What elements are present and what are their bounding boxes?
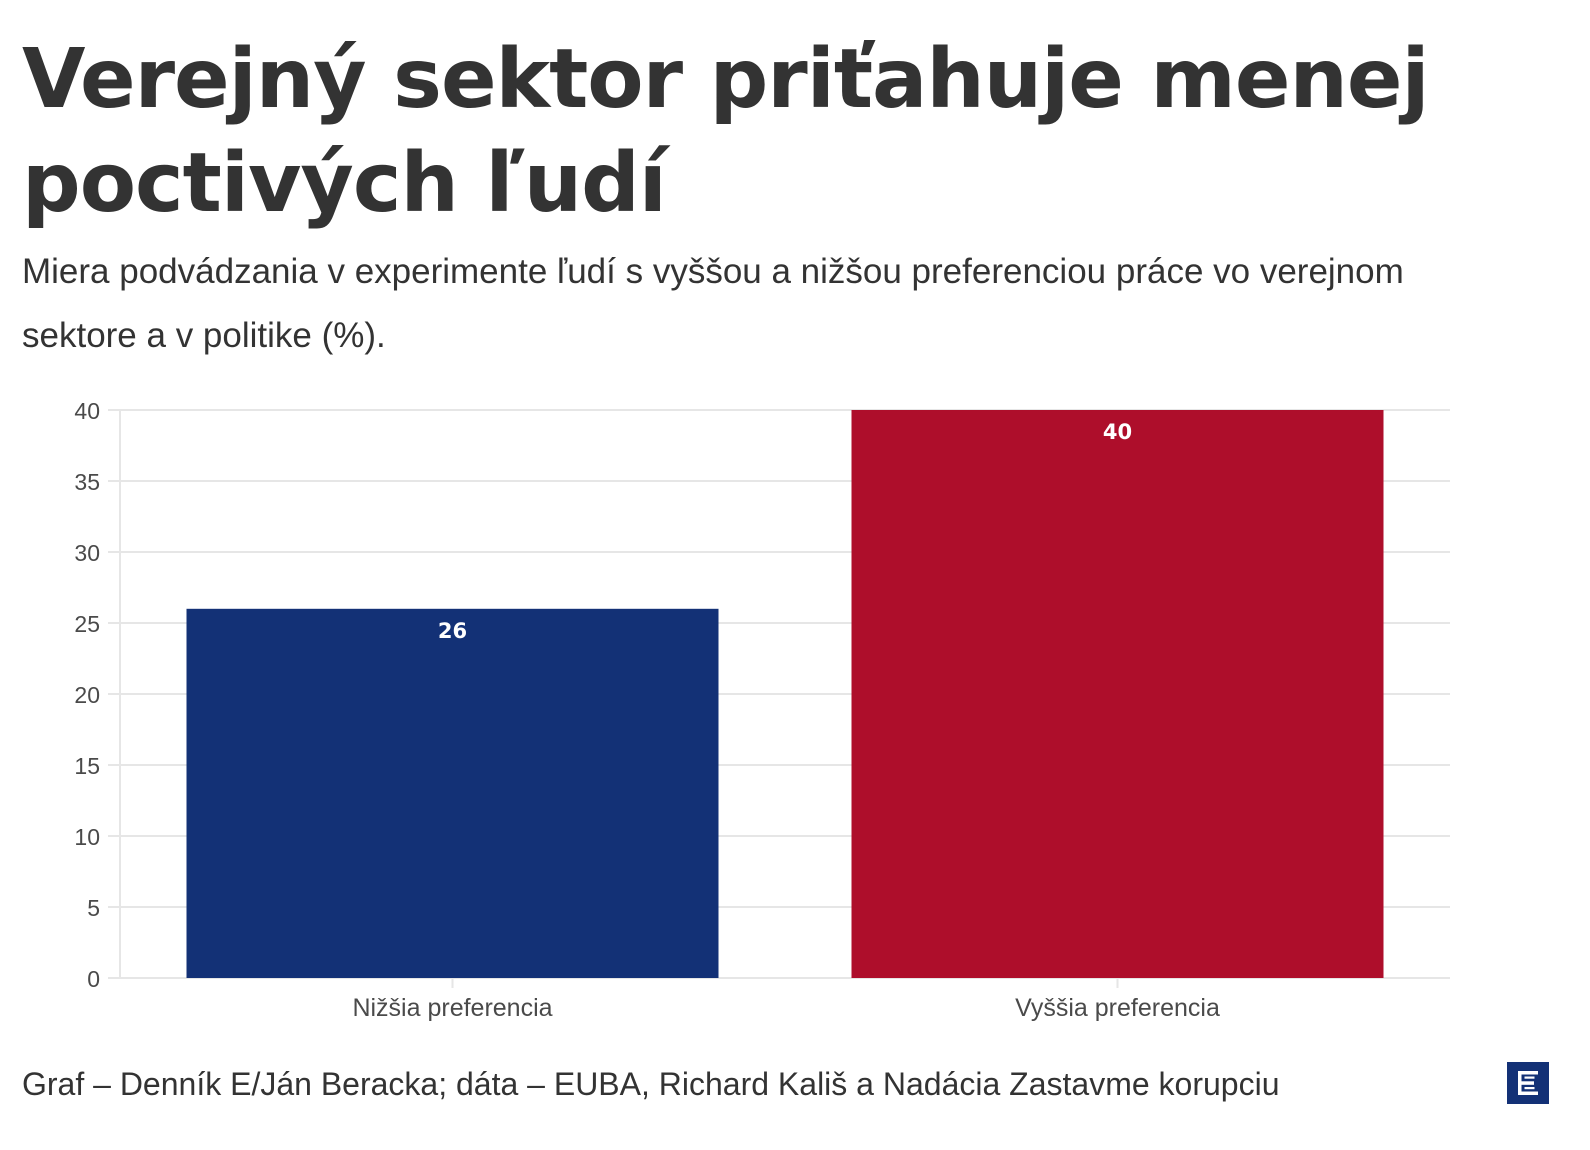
y-tick-label: 0 (87, 966, 100, 992)
bars (186, 410, 1384, 978)
source-note: Graf – Denník E/Ján Beracka; dáta – EUBA… (22, 1066, 1280, 1102)
bar (851, 410, 1384, 978)
y-tick-label: 30 (74, 540, 100, 566)
y-tick-label: 20 (74, 682, 100, 708)
y-tick-label: 25 (74, 611, 100, 637)
x-tick-label: Vyššia preferencia (1015, 994, 1220, 1022)
labels: 0 5 10 15 20 25 30 35 40 26 Nižšia preferencia 40 Vy… (74, 398, 1220, 1022)
y-tick-label: 35 (74, 469, 100, 495)
bar (186, 608, 719, 978)
data-label: 26 (438, 619, 467, 643)
y-tick-label: 10 (74, 824, 100, 850)
chart-subtitle: Miera podvádzania v experimente ľudí s v… (22, 252, 1404, 355)
bar-chart: 0 5 10 15 20 25 30 35 40 26 Nižšia preferencia 40 Vy… (74, 398, 1450, 1022)
y-tick-label: 15 (74, 753, 100, 779)
chart-title: Verejný sektor priťahuje menej poctivých… (22, 32, 1430, 231)
data-label: 40 (1103, 420, 1132, 444)
x-tick-label: Nižšia preferencia (352, 994, 552, 1022)
denik-e-logo-icon (1507, 1062, 1549, 1104)
y-tick-label: 40 (74, 398, 100, 424)
y-tick-label: 5 (87, 895, 100, 921)
